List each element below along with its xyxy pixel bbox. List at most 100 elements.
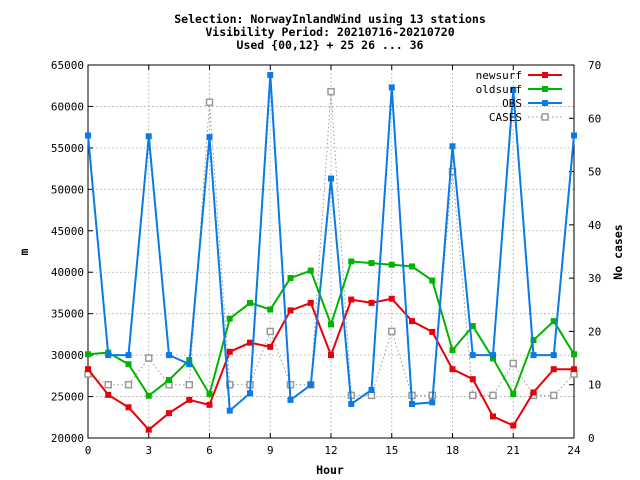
legend-label-cases: CASES [489, 111, 522, 124]
point-cases [489, 391, 497, 400]
point-newsurf [429, 328, 436, 335]
point-obs [490, 352, 496, 359]
legend-label-oldsurf: oldsurf [476, 83, 522, 96]
point-newsurf [186, 396, 193, 403]
point-obs [328, 175, 334, 182]
point-newsurf [105, 391, 112, 398]
point-cases [145, 354, 153, 362]
legend-marker-obs [542, 100, 548, 106]
point-oldsurf [449, 347, 456, 354]
point-newsurf [449, 366, 456, 373]
point-cases [509, 359, 517, 368]
legend-label-newsurf: newsurf [476, 69, 522, 82]
y2-tick-label: 0 [588, 432, 595, 445]
y2-tick-label: 30 [588, 272, 601, 285]
point-oldsurf [328, 321, 334, 328]
point-cases [124, 380, 133, 389]
y-tick-label: 35000 [51, 308, 84, 321]
point-cases [205, 98, 214, 107]
x-tick-label: 21 [507, 444, 520, 457]
y-tick-label: 60000 [51, 100, 84, 113]
legend-marker-oldsurf [542, 86, 548, 92]
x-tick-label: 9 [267, 444, 274, 457]
x-tick-label: 6 [206, 444, 213, 457]
point-cases [327, 87, 335, 96]
y2-axis: 0 10 20 30 40 50 60 70 [569, 59, 601, 445]
point-obs [449, 143, 456, 150]
y-tick-label: 30000 [51, 349, 84, 362]
point-obs [166, 352, 172, 359]
point-obs [510, 86, 517, 93]
point-newsurf [348, 296, 355, 303]
point-oldsurf [510, 391, 517, 398]
point-obs [105, 352, 112, 359]
point-oldsurf [550, 318, 557, 325]
point-obs [530, 352, 537, 359]
point-obs [186, 361, 193, 368]
point-newsurf [388, 295, 395, 302]
x-axis-label: Hour [316, 463, 344, 477]
point-newsurf [550, 366, 557, 373]
point-obs [145, 133, 152, 140]
point-cases [185, 380, 193, 389]
point-newsurf [307, 299, 314, 306]
point-cases [226, 380, 234, 389]
y2-axis-label: No cases [611, 224, 625, 279]
point-oldsurf [429, 277, 436, 284]
point-newsurf [510, 422, 517, 429]
point-newsurf [226, 348, 233, 355]
point-oldsurf [409, 263, 415, 270]
point-cases [388, 327, 396, 336]
x-axis: 0 3 6 9 12 15 18 21 24 [85, 65, 581, 457]
point-newsurf [469, 376, 476, 383]
point-cases [367, 391, 376, 400]
point-obs [348, 401, 355, 408]
point-oldsurf [85, 351, 91, 358]
chart-title-line-3: Used {00,12} + 25 26 ... 36 [237, 38, 424, 52]
y-tick-label: 50000 [51, 183, 84, 196]
point-newsurf [571, 366, 577, 373]
y2-tick-label: 40 [588, 219, 601, 232]
point-obs [571, 132, 577, 139]
point-obs [287, 396, 294, 403]
y-tick-label: 45000 [51, 225, 84, 238]
point-obs [85, 132, 91, 139]
y-axis-label: m [17, 248, 31, 255]
point-cases [550, 391, 558, 400]
legend-label-obs: OBS [502, 97, 522, 110]
point-oldsurf [307, 267, 314, 274]
point-oldsurf [368, 260, 375, 267]
point-oldsurf [267, 306, 274, 313]
point-newsurf [530, 389, 537, 396]
point-newsurf [368, 299, 375, 306]
point-newsurf [125, 404, 132, 411]
x-tick-label: 18 [446, 444, 459, 457]
point-obs [388, 84, 395, 91]
point-oldsurf [166, 376, 172, 383]
point-oldsurf [571, 351, 577, 358]
point-obs [226, 407, 233, 414]
x-tick-label: 15 [385, 444, 398, 457]
point-obs [247, 390, 253, 397]
y-tick-label: 40000 [51, 266, 84, 279]
y-tick-label: 65000 [51, 59, 84, 72]
point-newsurf [166, 410, 172, 417]
x-tick-label: 24 [567, 444, 581, 457]
y-tick-label: 20000 [51, 432, 84, 445]
point-obs [125, 352, 132, 359]
chart-title-line-1: Selection: NorwayInlandWind using 13 sta… [174, 12, 486, 26]
y-tick-label: 55000 [51, 142, 84, 155]
y2-tick-label: 20 [588, 325, 601, 338]
point-newsurf [247, 339, 253, 346]
point-obs [368, 386, 375, 393]
point-obs [429, 399, 436, 406]
point-newsurf [287, 307, 294, 314]
point-newsurf [328, 352, 334, 359]
point-oldsurf [145, 392, 152, 399]
point-oldsurf [490, 355, 496, 362]
y-tick-label: 25000 [51, 391, 84, 404]
point-oldsurf [287, 275, 294, 282]
point-newsurf [206, 401, 213, 408]
